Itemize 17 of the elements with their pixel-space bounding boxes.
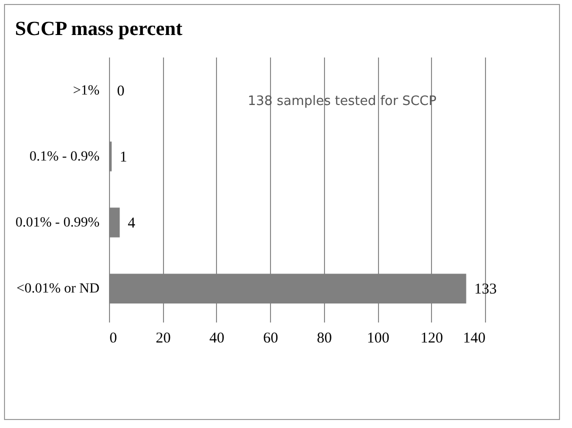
y-tick-label: 0.01% - 0.99% (16, 216, 100, 231)
data-label: 1 (120, 149, 128, 166)
x-tick-label: 140 (463, 330, 486, 346)
x-tick-label: 40 (209, 330, 224, 346)
y-tick-label: >1% (72, 83, 100, 98)
x-tick-label: 100 (366, 330, 390, 346)
x-tick-label: 20 (156, 330, 171, 346)
x-tick-label: 0 (110, 330, 117, 346)
x-tick-label: 80 (316, 330, 332, 346)
y-tick-label: 0.1% - 0.9% (30, 149, 100, 164)
data-label: 133 (474, 282, 497, 298)
x-tick-label: 60 (263, 330, 278, 346)
x-tick-label: 120 (420, 330, 444, 346)
chart-title: SCCP mass percent (15, 18, 183, 40)
data-label: 4 (128, 216, 136, 232)
data-label: 0 (117, 83, 124, 100)
y-tick-label: <0.01% or ND (16, 282, 100, 297)
